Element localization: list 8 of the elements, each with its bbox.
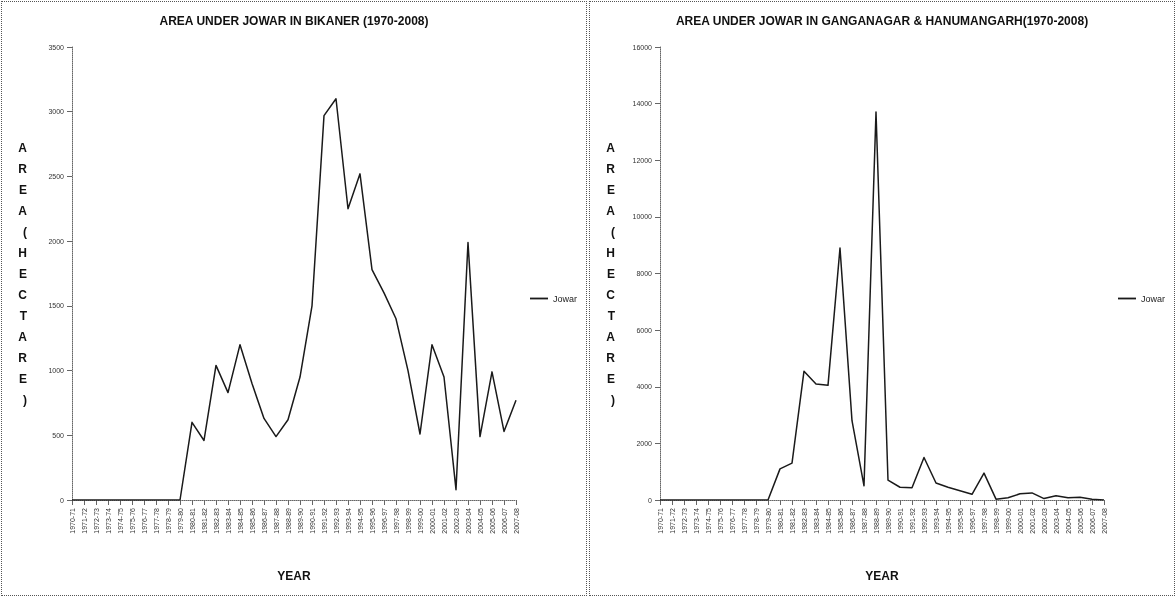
legend-label: Jowar [1140, 293, 1166, 304]
chart-title: AREA UNDER JOWAR IN BIKANER (1970-2008) [159, 14, 429, 28]
text: AREA (HECTARE) [606, 140, 615, 407]
x-axis-title: YEAR [277, 569, 311, 583]
legend-label: Jowar [552, 293, 578, 304]
text: AREA (HECTARE) [18, 140, 27, 407]
chart-title: AREA UNDER JOWAR IN GANGANAGAR & HANUMANGARH(1970-2008) [675, 14, 1089, 28]
x-axis-title: YEAR [865, 569, 899, 583]
